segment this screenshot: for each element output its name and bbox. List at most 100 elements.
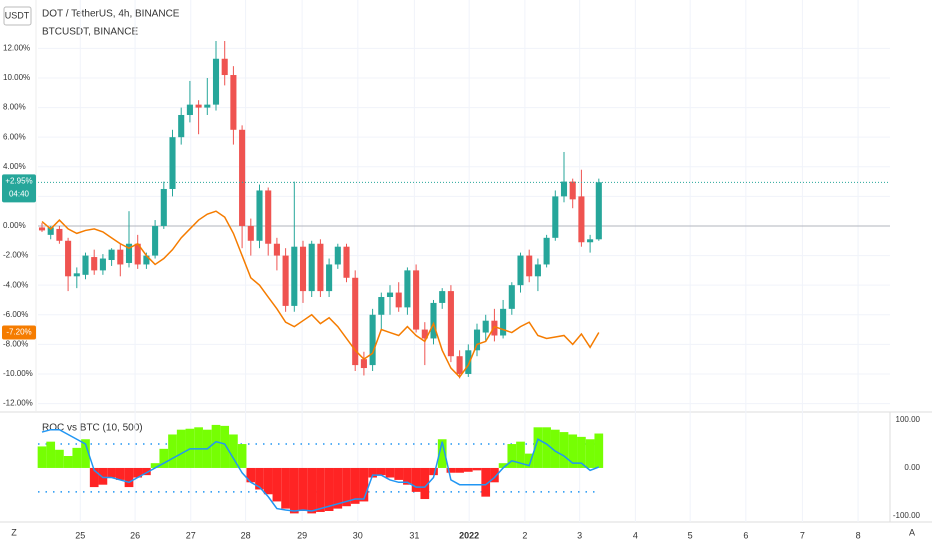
candle-body <box>134 243 141 265</box>
histogram-bar <box>229 434 238 468</box>
histogram-bar <box>81 439 90 468</box>
histogram-bar <box>289 467 299 514</box>
y-tick-label: -4.00% <box>3 280 28 289</box>
candle-body <box>482 320 489 333</box>
histogram-bar <box>72 447 82 468</box>
x-tick-label: 25 <box>75 530 85 540</box>
candle-body <box>369 314 376 366</box>
histogram-bar <box>385 467 395 478</box>
histogram-bar <box>46 441 56 468</box>
candle-body <box>56 228 63 241</box>
histogram-bar <box>115 467 125 480</box>
btc-price-label: -7.20% <box>6 328 31 337</box>
candle-body <box>299 246 307 292</box>
histogram-bar <box>255 467 264 490</box>
candle-body <box>508 285 515 309</box>
candle-body <box>378 297 385 315</box>
histogram-bar <box>98 467 108 485</box>
histogram-bar <box>159 448 169 468</box>
candle-body <box>256 190 263 241</box>
histogram-bar <box>524 453 534 468</box>
histogram-bar <box>37 446 47 468</box>
histogram-bar <box>281 467 290 509</box>
candle-body <box>343 246 350 278</box>
histogram-bar <box>237 444 247 468</box>
candle-body <box>308 243 315 292</box>
x-tick-label: 31 <box>409 530 419 540</box>
candle-body <box>569 181 576 200</box>
candle-body <box>526 255 533 277</box>
x-tick-label: 27 <box>186 530 196 540</box>
histogram-bar <box>150 463 160 468</box>
histogram-bar <box>168 434 177 468</box>
histogram-bar <box>55 449 64 468</box>
zoom-button[interactable]: Z <box>11 527 17 537</box>
auto-button[interactable]: A <box>909 527 915 537</box>
candle-body <box>326 264 333 292</box>
candle-body <box>456 356 463 374</box>
candle-body <box>500 308 507 336</box>
candle-body <box>47 227 54 235</box>
histogram-bar <box>307 467 317 514</box>
x-tick-label: 2022 <box>459 530 479 540</box>
candle-body <box>595 182 602 240</box>
histogram-bar <box>446 467 456 473</box>
histogram-bar <box>568 434 578 468</box>
histogram-bar <box>533 427 543 468</box>
histogram-bar <box>394 467 404 480</box>
y-tick-label: 6.00% <box>3 132 26 141</box>
histogram-bar <box>420 467 430 500</box>
candle-body <box>517 255 524 286</box>
roc-line <box>41 428 600 512</box>
candle-body <box>143 255 150 265</box>
histogram-bar <box>455 467 464 473</box>
histogram-bar <box>577 436 586 468</box>
candle-body <box>317 243 324 292</box>
histogram-bar <box>559 432 569 468</box>
y-tick-label: 12.00% <box>3 44 30 53</box>
histogram-bar <box>359 467 369 502</box>
candle-body <box>543 237 550 265</box>
histogram-bar <box>194 427 203 468</box>
currency-box[interactable] <box>3 6 32 26</box>
y-tick-label: -12.00% <box>3 399 33 408</box>
histogram-bar <box>411 467 421 492</box>
histogram-bar <box>550 429 560 468</box>
candle-body <box>386 292 394 298</box>
x-tick-label: 7 <box>800 530 805 540</box>
histogram-bar <box>429 467 438 476</box>
candle-body <box>99 258 106 271</box>
histogram-bar <box>403 467 412 485</box>
candle-body <box>265 190 272 244</box>
histogram-bar <box>437 439 447 468</box>
histogram-bar <box>142 467 151 476</box>
y-tick-label: -8.00% <box>3 339 28 348</box>
line-series <box>41 210 600 379</box>
candle-body <box>360 359 367 369</box>
histogram-bar <box>585 439 595 468</box>
histogram-bar <box>350 467 360 504</box>
candle-body <box>352 277 359 366</box>
histogram-bar <box>89 467 99 488</box>
currency[interactable]: USDT <box>5 10 30 20</box>
histogram-bar <box>263 467 273 495</box>
histogram-bar <box>594 433 604 468</box>
y2-tick-label: 100.00 <box>896 415 921 424</box>
x-tick-label: 26 <box>130 530 140 540</box>
histogram-bar <box>368 467 377 478</box>
histogram-bar <box>376 467 386 476</box>
candle-body <box>291 246 298 306</box>
candle-body <box>239 129 246 226</box>
candle-body <box>421 329 428 339</box>
histogram-bar <box>542 427 551 468</box>
histogram-bar <box>316 467 325 512</box>
x-tick-label: 6 <box>743 530 748 540</box>
histogram-bar <box>124 467 134 488</box>
candle-body <box>273 243 280 256</box>
histogram-bar <box>490 467 499 483</box>
candle-body <box>91 257 98 271</box>
candle-body <box>65 240 72 277</box>
x-tick-label: 5 <box>688 530 693 540</box>
y-tick-label: -10.00% <box>3 369 33 378</box>
